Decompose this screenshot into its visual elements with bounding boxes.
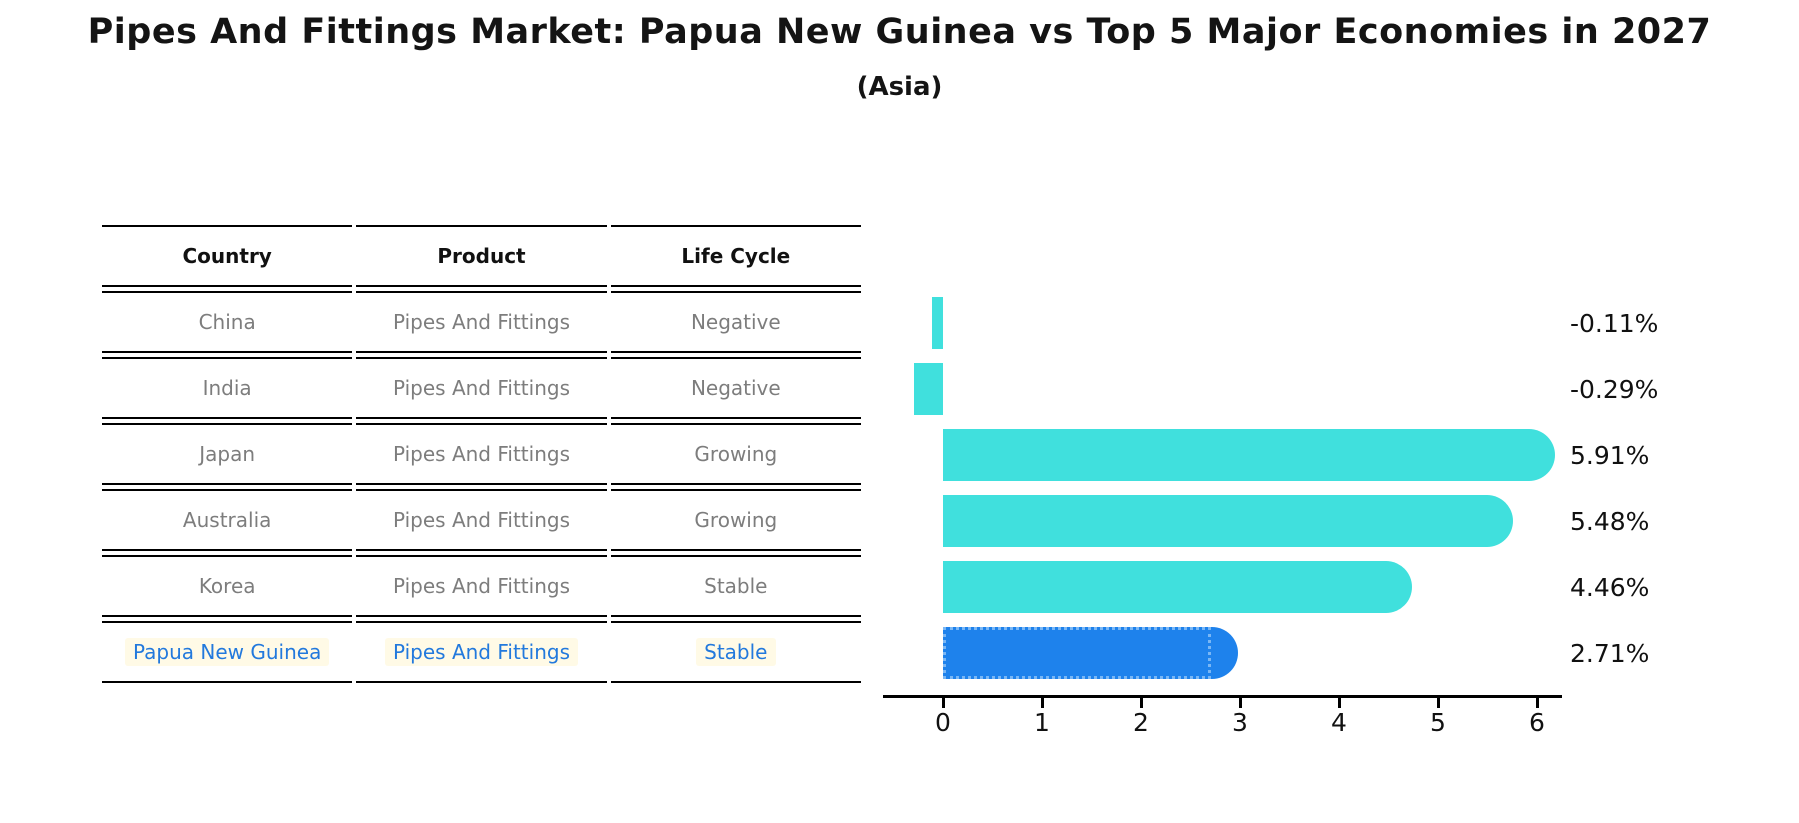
chart-title: Pipes And Fittings Market: Papua New Gui…: [87, 12, 1712, 52]
cell-life-cycle: Negative: [610, 357, 861, 419]
bar-korea: [943, 561, 1412, 613]
x-axis-line: [883, 695, 1562, 698]
x-tick-mark: [1140, 698, 1143, 708]
x-tick-label: 3: [1232, 708, 1248, 737]
bar-india: [914, 363, 943, 415]
cell-life-cycle: Stable: [610, 555, 861, 617]
cell-country: Australia: [102, 489, 353, 551]
value-label-papua-new-guinea: 2.71%: [1570, 638, 1650, 668]
value-label-japan: 5.91%: [1570, 440, 1650, 470]
cell-life-cycle: Stable: [610, 621, 861, 683]
table-row-japan: Japan Pipes And Fittings Growing: [102, 423, 861, 485]
cell-product: Pipes And Fittings: [356, 555, 607, 617]
cell-country: Papua New Guinea: [102, 621, 353, 683]
value-label-korea: 4.46%: [1570, 572, 1650, 602]
cell-country: China: [102, 291, 353, 353]
x-tick-mark: [1437, 698, 1440, 708]
x-tick-mark: [1536, 698, 1539, 708]
cell-life-cycle: Growing: [610, 423, 861, 485]
highlighted-product-text: Pipes And Fittings: [384, 638, 578, 666]
x-tick-mark: [1338, 698, 1341, 708]
x-tick-label: 1: [1034, 708, 1050, 737]
col-header-life-cycle: Life Cycle: [610, 225, 861, 287]
cell-country: Japan: [102, 423, 353, 485]
value-label-australia: 5.48%: [1570, 506, 1650, 536]
highlighted-country-text: Papua New Guinea: [124, 638, 330, 666]
bar-papua-new-guinea: [943, 627, 1239, 679]
x-tick-label: 6: [1529, 708, 1545, 737]
cell-product: Pipes And Fittings: [356, 489, 607, 551]
cell-product: Pipes And Fittings: [356, 621, 607, 683]
cell-country: Korea: [102, 555, 353, 617]
col-header-product: Product: [356, 225, 607, 287]
bar-china: [932, 297, 943, 349]
cell-product: Pipes And Fittings: [356, 357, 607, 419]
x-tick-mark: [1239, 698, 1242, 708]
table-row-india: India Pipes And Fittings Negative: [102, 357, 861, 419]
value-label-china: -0.11%: [1570, 308, 1659, 338]
cell-country: India: [102, 357, 353, 419]
table-row-korea: Korea Pipes And Fittings Stable: [102, 555, 861, 617]
col-header-country: Country: [102, 225, 353, 287]
cell-life-cycle: Negative: [610, 291, 861, 353]
table-row-australia: Australia Pipes And Fittings Growing: [102, 489, 861, 551]
value-label-india: -0.29%: [1570, 374, 1659, 404]
table-header-row: Country Product Life Cycle: [102, 225, 861, 287]
x-tick-label: 5: [1430, 708, 1446, 737]
x-tick-mark: [1041, 698, 1044, 708]
cell-product: Pipes And Fittings: [356, 423, 607, 485]
highlighted-life-cycle-text: Stable: [696, 638, 776, 666]
chart-subtitle: (Asia): [856, 72, 943, 102]
bar-japan: [943, 429, 1556, 481]
table-row-china: China Pipes And Fittings Negative: [102, 291, 861, 353]
cell-product: Pipes And Fittings: [356, 291, 607, 353]
x-tick-mark: [942, 698, 945, 708]
bar-australia: [943, 495, 1513, 547]
x-tick-label: 0: [935, 708, 951, 737]
cell-life-cycle: Growing: [610, 489, 861, 551]
x-tick-label: 2: [1133, 708, 1149, 737]
table-row-papua-new-guinea: Papua New Guinea Pipes And Fittings Stab…: [102, 621, 861, 683]
highlight-dotted-border: [943, 627, 1212, 679]
country-info-table: Country Product Life Cycle China Pipes A…: [98, 221, 865, 687]
x-tick-label: 4: [1331, 708, 1347, 737]
